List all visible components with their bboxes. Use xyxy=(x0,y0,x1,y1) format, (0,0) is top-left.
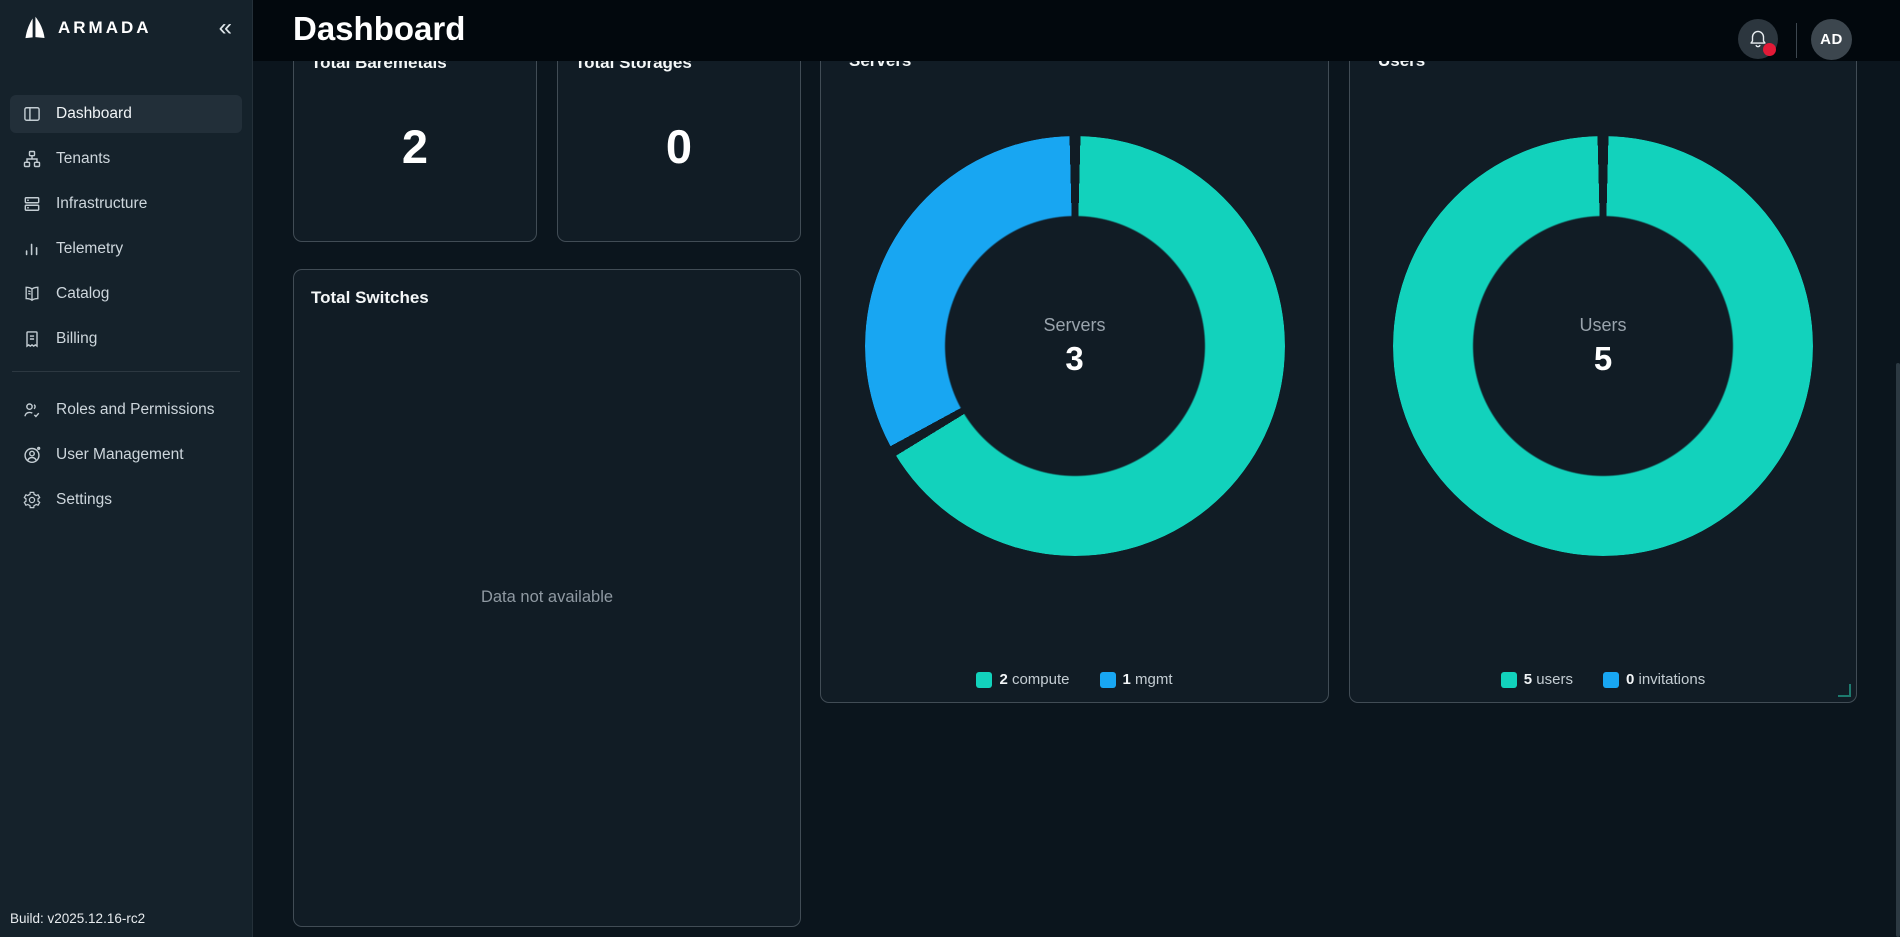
sidebar-item-label: Tenants xyxy=(56,150,111,167)
header-divider xyxy=(1796,23,1797,58)
users-donut-center: Users 5 xyxy=(1393,136,1813,556)
legend-label: invitations xyxy=(1638,671,1706,688)
sidebar-item-label: Telemetry xyxy=(56,240,124,257)
sidebar-item-settings[interactable]: Settings xyxy=(10,481,242,519)
page-title: Dashboard xyxy=(293,10,466,47)
legend-label: mgmt xyxy=(1135,671,1173,688)
legend-value: 5 xyxy=(1523,671,1533,688)
users-donut-ring xyxy=(1393,136,1813,556)
notifications-button[interactable] xyxy=(1738,19,1778,59)
legend-item-mgmt: 1 mgmt xyxy=(1099,671,1173,688)
brand-name: ARMADA xyxy=(58,18,152,37)
legend-value: 1 xyxy=(1122,671,1131,688)
card-total-storages: Total Storages 0 xyxy=(557,36,801,242)
legend-swatch-teal xyxy=(976,671,993,688)
sidebar-collapse-button[interactable]: « xyxy=(218,14,232,41)
legend-swatch-blue xyxy=(1602,671,1619,688)
card-servers-chart: Servers Servers 3 2 compute 1 mgmt xyxy=(820,36,1329,703)
donut-center-label: Users xyxy=(1579,314,1627,335)
sidebar-item-label: User Management xyxy=(56,446,184,463)
sidebar-item-label: Roles and Permissions xyxy=(56,401,215,418)
legend-swatch-teal xyxy=(1500,671,1517,688)
sidebar-item-label: Settings xyxy=(56,491,113,508)
servers-donut-chart: Servers 3 xyxy=(864,136,1285,556)
legend-item-users: 5 users xyxy=(1500,671,1573,688)
receipt-icon xyxy=(26,331,38,348)
sidebar-divider xyxy=(12,371,240,372)
card-title: Total Switches xyxy=(311,288,429,307)
users-donut-chart: Users 5 xyxy=(1393,136,1813,556)
bell-icon xyxy=(1750,30,1766,48)
card-total-baremetals: Total Baremetals 2 xyxy=(293,36,537,242)
legend-value: 2 xyxy=(999,671,1008,688)
legend-item-compute: 2 compute xyxy=(976,671,1070,688)
legend-label: users xyxy=(1536,671,1573,688)
user-circle-icon xyxy=(24,446,41,464)
sidebar-item-user-management[interactable]: User Management xyxy=(10,436,242,474)
donut-center-value: 3 xyxy=(1065,339,1084,377)
tenants-hierarchy-icon xyxy=(23,150,41,168)
donut-center-value: 5 xyxy=(1593,339,1613,377)
card-users-chart: Users Users 5 5 users 0 invitations xyxy=(1349,36,1857,703)
chart-resize-handle[interactable] xyxy=(1838,684,1851,697)
armada-logo: ARMADA xyxy=(22,15,219,41)
legend-swatch-blue xyxy=(1099,671,1116,688)
servers-donut-ring xyxy=(864,136,1285,556)
main-content: Total Baremetals 2 Total Storages 0 Tota… xyxy=(253,0,1900,937)
sidebar-item-roles-permissions[interactable]: Roles and Permissions xyxy=(10,391,242,429)
sidebar-item-telemetry[interactable]: Telemetry xyxy=(10,230,242,268)
sidebar: ARMADA « Dashboard Tenants Infrastructur… xyxy=(0,0,253,937)
servers-legend: 2 compute 1 mgmt xyxy=(821,671,1328,688)
user-avatar[interactable]: AD xyxy=(1811,19,1852,60)
sidebar-item-catalog[interactable]: Catalog xyxy=(10,275,242,313)
sidebar-item-tenants[interactable]: Tenants xyxy=(10,140,242,178)
gear-icon xyxy=(23,491,41,509)
bar-chart-icon xyxy=(25,243,38,256)
sidebar-item-label: Catalog xyxy=(56,285,110,302)
top-header: Dashboard AD xyxy=(253,0,1900,61)
sidebar-item-label: Dashboard xyxy=(56,105,132,122)
baremetals-count: 2 xyxy=(401,120,429,173)
server-stack-icon xyxy=(24,197,40,211)
sidebar-menu: Dashboard Tenants Infrastructure Telemet… xyxy=(0,95,252,519)
servers-donut-center: Servers 3 xyxy=(865,136,1285,556)
page-scrollbar-thumb[interactable] xyxy=(1896,363,1900,937)
no-data-message: Data not available xyxy=(480,588,614,606)
sidebar-item-label: Billing xyxy=(56,330,98,347)
legend-value: 0 xyxy=(1625,671,1635,688)
sidebar-item-billing[interactable]: Billing xyxy=(10,320,242,358)
legend-label: compute xyxy=(1011,671,1070,688)
donut-center-label: Servers xyxy=(1043,314,1106,335)
sailboat-icon xyxy=(25,16,45,39)
users-check-icon xyxy=(24,403,40,418)
legend-item-invitations: 0 invitations xyxy=(1602,671,1706,688)
open-book-icon xyxy=(25,286,39,302)
dashboard-panel-icon xyxy=(24,107,40,121)
sidebar-item-dashboard[interactable]: Dashboard xyxy=(10,95,242,133)
sidebar-item-label: Infrastructure xyxy=(56,195,148,212)
unread-badge xyxy=(1763,43,1776,56)
storages-count: 0 xyxy=(665,120,693,173)
card-total-switches: Total Switches Data not available xyxy=(293,269,801,927)
sidebar-item-infrastructure[interactable]: Infrastructure xyxy=(10,185,242,223)
build-version: Build: v2025.12.16-rc2 xyxy=(10,911,146,926)
users-legend: 5 users 0 invitations xyxy=(1350,671,1856,688)
